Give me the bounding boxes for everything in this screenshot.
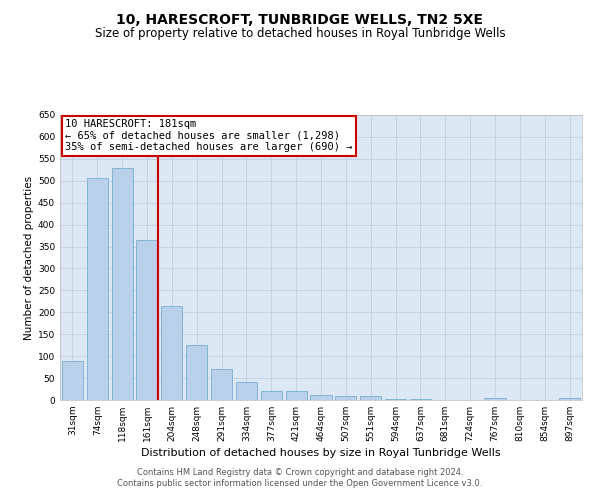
Bar <box>236 382 257 400</box>
Bar <box>484 398 506 400</box>
X-axis label: Distribution of detached houses by size in Royal Tunbridge Wells: Distribution of detached houses by size … <box>141 448 501 458</box>
Bar <box>87 178 108 400</box>
Bar <box>261 391 282 400</box>
Bar <box>335 396 356 400</box>
Bar <box>310 394 332 400</box>
Bar <box>161 306 182 400</box>
Bar <box>410 399 431 400</box>
Text: 10, HARESCROFT, TUNBRIDGE WELLS, TN2 5XE: 10, HARESCROFT, TUNBRIDGE WELLS, TN2 5XE <box>116 12 484 26</box>
Bar <box>211 370 232 400</box>
Text: 10 HARESCROFT: 181sqm
← 65% of detached houses are smaller (1,298)
35% of semi-d: 10 HARESCROFT: 181sqm ← 65% of detached … <box>65 120 353 152</box>
Bar <box>360 396 381 400</box>
Y-axis label: Number of detached properties: Number of detached properties <box>24 176 34 340</box>
Bar <box>385 399 406 400</box>
Bar <box>186 345 207 400</box>
Text: Size of property relative to detached houses in Royal Tunbridge Wells: Size of property relative to detached ho… <box>95 28 505 40</box>
Bar <box>559 398 580 400</box>
Bar <box>136 240 158 400</box>
Bar <box>286 391 307 400</box>
Bar <box>62 362 83 400</box>
Bar <box>112 168 133 400</box>
Text: Contains HM Land Registry data © Crown copyright and database right 2024.
Contai: Contains HM Land Registry data © Crown c… <box>118 468 482 487</box>
